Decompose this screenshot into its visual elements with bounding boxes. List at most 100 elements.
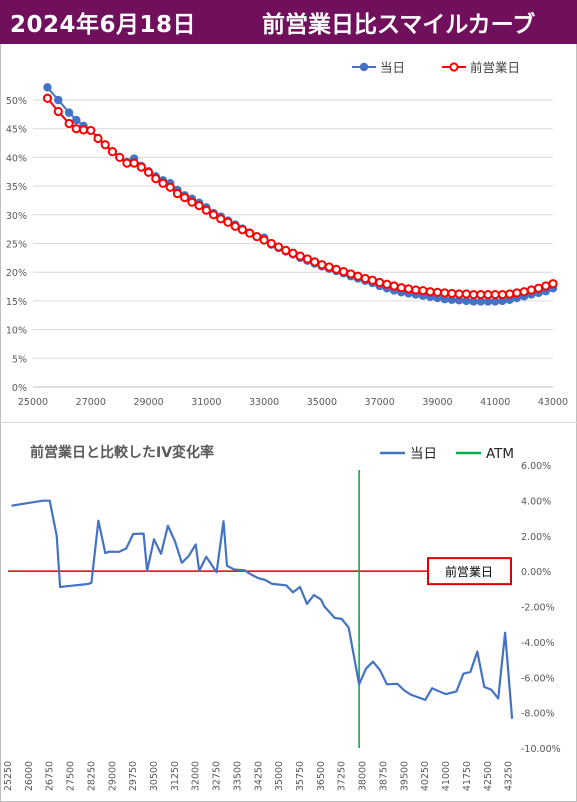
data-point	[353, 271, 363, 281]
data-point	[143, 167, 154, 177]
x-tick-label: 29750	[128, 761, 139, 791]
data-point	[425, 287, 435, 297]
x-tick-label: 33000	[249, 397, 279, 408]
data-point	[237, 225, 248, 235]
y-tick-label: 35%	[6, 182, 27, 193]
y-tick-label: -8.00%	[521, 709, 555, 720]
data-point	[136, 162, 146, 172]
data-point	[396, 283, 406, 293]
data-point	[324, 262, 334, 272]
x-tick-label: 35000	[274, 761, 285, 791]
y-tick-label: -2.00%	[521, 603, 555, 614]
data-point	[208, 210, 219, 220]
data-point	[172, 188, 183, 199]
y-tick-label: 40%	[6, 153, 27, 164]
data-point	[505, 289, 515, 299]
data-point	[72, 115, 81, 125]
x-tick-label: 43000	[538, 397, 568, 408]
x-tick-label: 36500	[316, 761, 327, 791]
reference-label: 前営業日	[445, 564, 493, 579]
data-point	[548, 279, 558, 289]
y-tick-label: 25%	[6, 240, 27, 251]
y-tick-label: 0.00%	[521, 567, 551, 578]
x-tick-label: 26000	[24, 761, 35, 791]
legend-label: 前営業日	[470, 60, 520, 75]
header-banner: 2024年6月18日 前営業日比スマイルカーブ	[0, 0, 577, 44]
series-line	[11, 499, 514, 719]
x-tick-label: 41750	[462, 761, 473, 791]
x-tick-label: 31000	[191, 397, 221, 408]
data-point	[273, 242, 284, 252]
data-point	[338, 267, 349, 277]
data-point	[288, 248, 298, 258]
data-point	[461, 289, 471, 299]
x-tick-label: 38750	[378, 761, 389, 791]
data-point	[440, 288, 450, 298]
x-tick-label: 43250	[504, 761, 515, 791]
x-tick-label: 25250	[3, 761, 14, 791]
y-tick-label: 0%	[12, 383, 27, 394]
x-tick-label: 27500	[66, 761, 77, 791]
data-point	[418, 285, 428, 296]
data-point	[541, 281, 551, 291]
data-point	[43, 83, 52, 92]
y-tick-label: -4.00%	[521, 638, 555, 649]
y-tick-label: -10.00%	[521, 744, 561, 755]
series-line	[46, 97, 554, 296]
data-point	[389, 281, 399, 291]
data-point	[194, 201, 204, 211]
data-point	[100, 140, 110, 150]
data-point	[78, 125, 89, 135]
y-tick-label: 20%	[6, 268, 27, 279]
data-point	[490, 289, 500, 300]
data-point	[382, 279, 392, 289]
smile-curve-chart: 0% 5% 10% 15% 20% 25% 30% 35% 40% 45% 50% 25000 2700…	[6, 60, 568, 408]
x-tick-label: 28250	[86, 761, 97, 791]
y-tick-label: 30%	[6, 211, 27, 222]
data-point	[483, 297, 493, 306]
data-point	[302, 254, 313, 264]
data-point	[447, 288, 457, 299]
data-point	[259, 235, 269, 245]
chart-separator	[0, 422, 577, 423]
x-tick-label: 40250	[420, 761, 431, 791]
x-tick-label: 29000	[107, 761, 118, 791]
x-tick-label: 32750	[212, 761, 223, 791]
x-tick-label: 26750	[45, 761, 56, 791]
data-point	[71, 124, 81, 134]
data-point	[491, 297, 500, 306]
data-point	[483, 289, 493, 300]
data-point	[331, 264, 341, 274]
legend-label: ATM	[486, 446, 514, 462]
y-tick-label: 4.00%	[521, 496, 551, 507]
data-point	[245, 228, 255, 238]
data-point	[454, 289, 464, 299]
y-tick-label: 6.00%	[521, 461, 551, 472]
data-point	[476, 289, 486, 300]
data-point	[512, 288, 522, 298]
data-point	[454, 296, 464, 305]
data-point	[519, 287, 529, 297]
data-point	[411, 285, 421, 295]
y-tick-label: 50%	[6, 96, 27, 107]
data-point	[252, 232, 262, 242]
data-point	[497, 289, 508, 300]
data-point	[122, 158, 132, 168]
data-point	[230, 221, 240, 231]
legend-label: 当日	[380, 60, 405, 75]
data-point	[180, 192, 190, 203]
data-point	[64, 118, 74, 129]
x-tick-label: 39000	[422, 397, 452, 408]
data-point	[151, 174, 161, 184]
data-point	[86, 125, 96, 136]
data-point	[468, 289, 479, 300]
data-point	[432, 287, 443, 297]
x-tick-label: 34250	[253, 761, 264, 791]
x-tick-label: 37250	[337, 761, 348, 791]
data-point	[115, 152, 125, 163]
x-tick-label: 27000	[76, 397, 106, 408]
data-point	[462, 296, 471, 306]
data-point	[53, 106, 63, 117]
reference-label-box	[427, 557, 512, 586]
x-tick-label: 41000	[441, 761, 452, 791]
